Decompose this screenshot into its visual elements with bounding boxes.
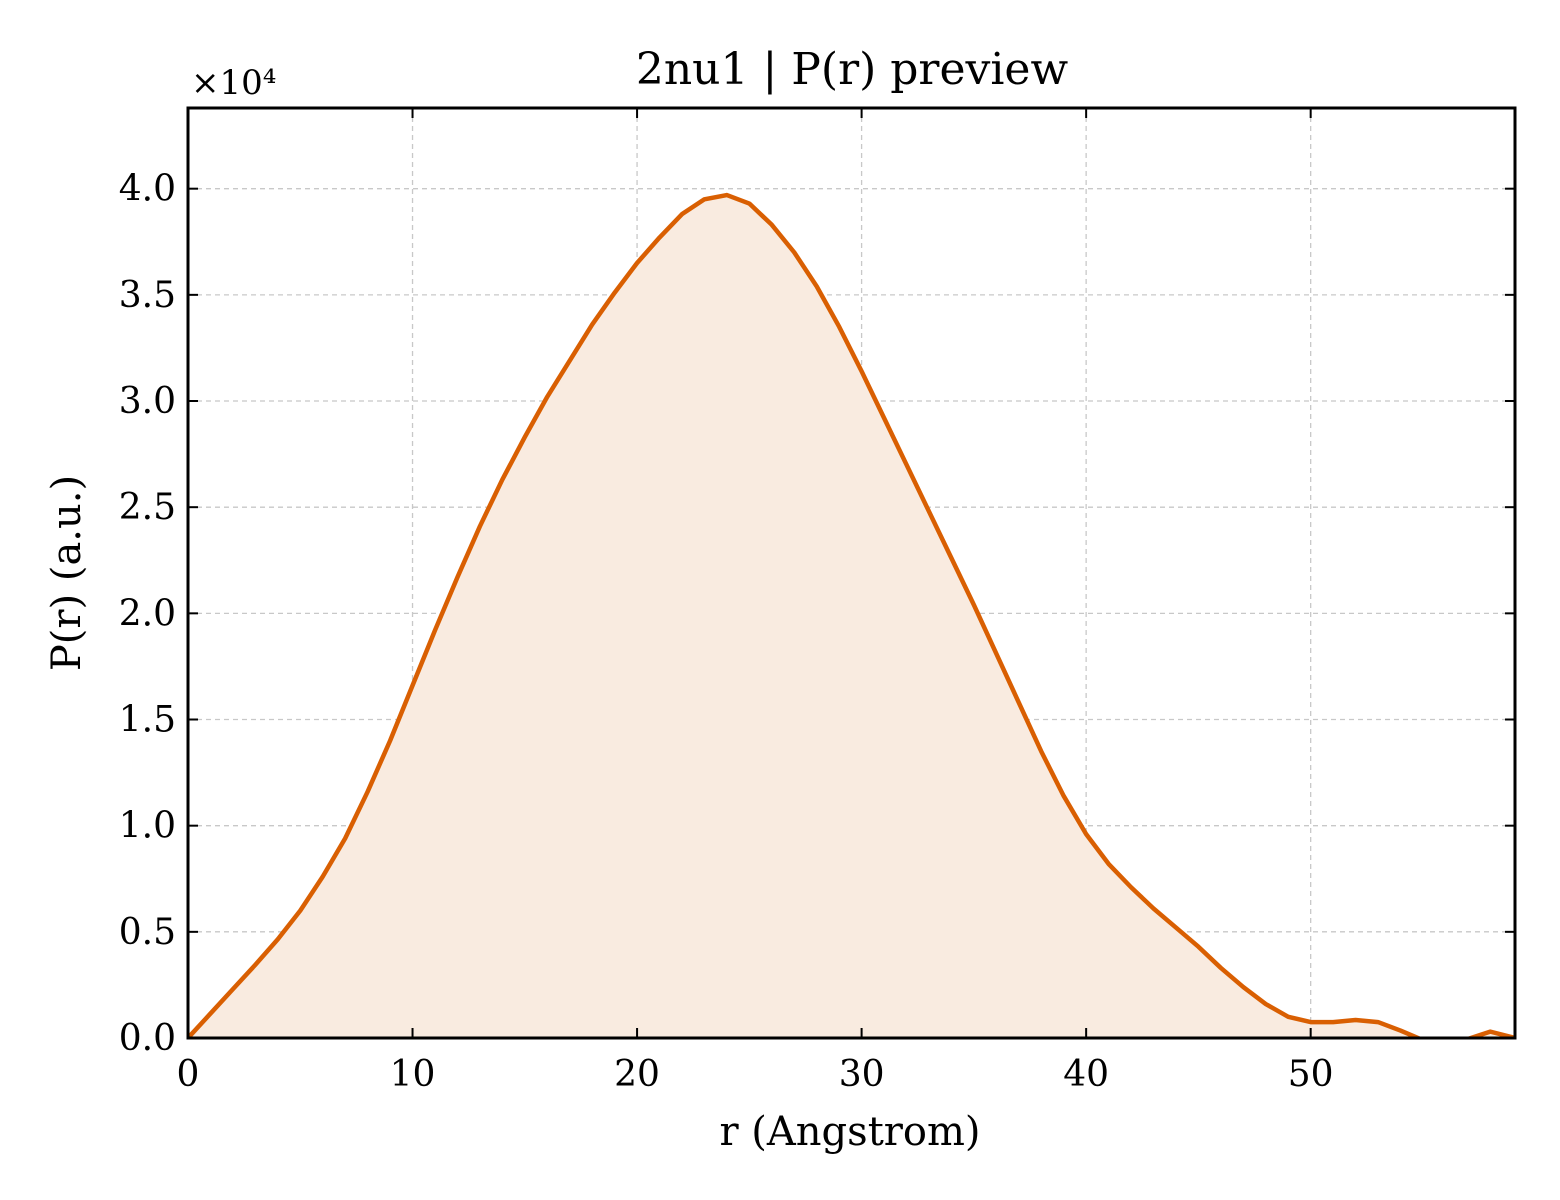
distribution-area-fill (188, 195, 1515, 1038)
y-tick-label: 3.5 (119, 275, 176, 316)
distribution-line (188, 192, 1515, 1038)
x-tick-label: 40 (1063, 1054, 1109, 1095)
y-tick-label: 3.0 (119, 381, 176, 422)
y-tick-label: 0.0 (119, 1018, 176, 1059)
x-axis-label: r (Angstrom) (719, 1109, 980, 1155)
y-tick-label: 0.5 (119, 912, 176, 953)
x-tick-label: 0 (177, 1054, 200, 1095)
y-axis-label: P(r) (a.u.) (44, 475, 90, 671)
y-axis-offset-label: ×10⁴ (191, 63, 276, 103)
series-layer (188, 192, 1515, 1038)
ticks (187, 108, 1515, 1039)
y-tick-label: 2.0 (119, 593, 176, 634)
x-tick-label: 20 (614, 1054, 660, 1095)
x-tick-label: 50 (1288, 1054, 1334, 1095)
y-tick-label: 1.0 (119, 806, 176, 847)
tick-labels: 0 10 20 30 40 50 0.0 0.5 1.0 1.5 2.0 2.5 3.0 3.5 4.0 (119, 169, 1334, 1095)
x-tick-label: 10 (390, 1054, 436, 1095)
y-tick-label: 1.5 (119, 700, 176, 741)
y-tick-label: 4.0 (119, 169, 176, 210)
y-tick-label: 2.5 (119, 487, 176, 528)
plot-frame (186, 106, 1517, 1040)
chart-title: 2nu1 | P(r) preview (636, 44, 1069, 95)
x-tick-label: 30 (839, 1054, 885, 1095)
